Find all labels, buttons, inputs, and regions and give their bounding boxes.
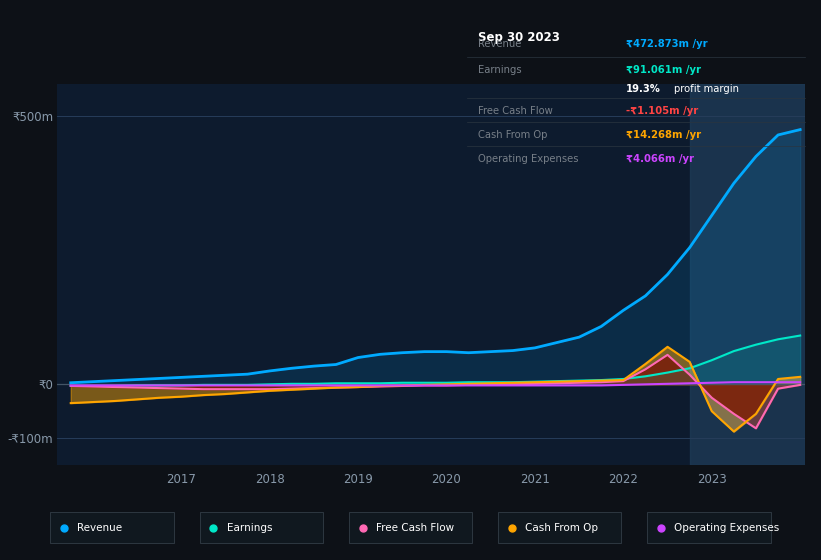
Text: ₹472.873m /yr: ₹472.873m /yr — [626, 39, 708, 49]
Text: Cash From Op: Cash From Op — [525, 523, 598, 533]
Text: Cash From Op: Cash From Op — [478, 130, 547, 140]
FancyBboxPatch shape — [647, 512, 771, 543]
Text: Free Cash Flow: Free Cash Flow — [376, 523, 454, 533]
FancyBboxPatch shape — [349, 512, 472, 543]
Text: Free Cash Flow: Free Cash Flow — [478, 106, 553, 116]
Text: Operating Expenses: Operating Expenses — [478, 154, 578, 164]
Text: ₹14.268m /yr: ₹14.268m /yr — [626, 130, 701, 140]
Bar — [690, 84, 805, 465]
Text: ₹91.061m /yr: ₹91.061m /yr — [626, 65, 701, 74]
Text: ₹4.066m /yr: ₹4.066m /yr — [626, 154, 694, 164]
Text: Revenue: Revenue — [77, 523, 122, 533]
Text: Operating Expenses: Operating Expenses — [674, 523, 779, 533]
Text: profit margin: profit margin — [674, 84, 739, 94]
Text: 19.3%: 19.3% — [626, 84, 661, 94]
Text: -₹1.105m /yr: -₹1.105m /yr — [626, 106, 698, 116]
FancyBboxPatch shape — [50, 512, 174, 543]
Text: Earnings: Earnings — [227, 523, 272, 533]
FancyBboxPatch shape — [200, 512, 323, 543]
FancyBboxPatch shape — [498, 512, 621, 543]
Text: Revenue: Revenue — [478, 39, 521, 49]
Text: Earnings: Earnings — [478, 65, 521, 74]
Text: Sep 30 2023: Sep 30 2023 — [478, 31, 560, 44]
